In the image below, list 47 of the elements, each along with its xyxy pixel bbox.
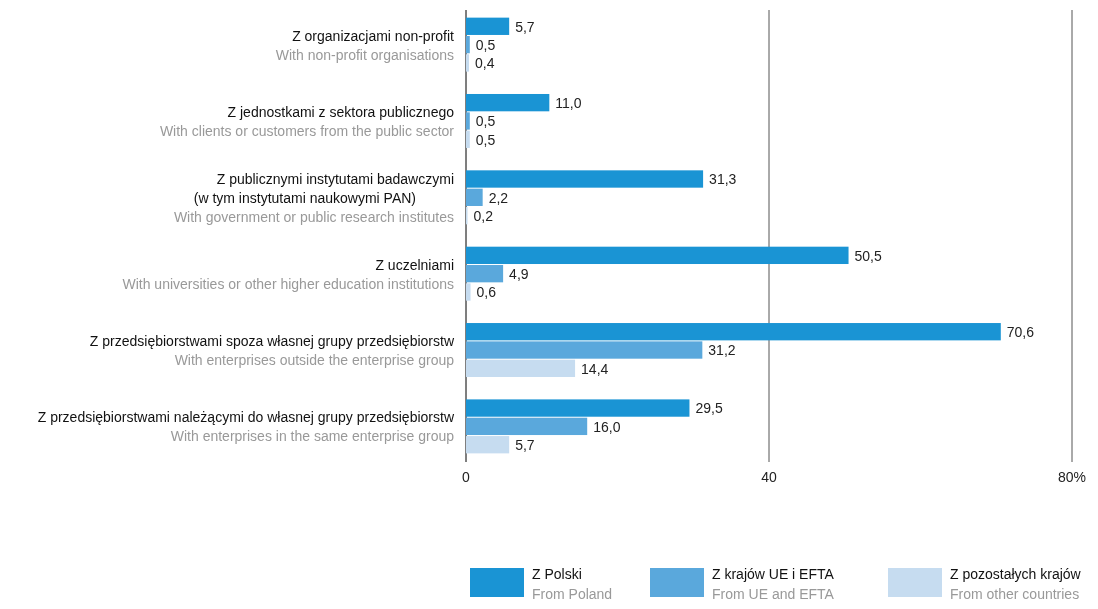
data-label: 0,5	[475, 113, 496, 130]
data-label: 0,4	[475, 55, 495, 72]
data-label: 0,5	[475, 131, 496, 148]
bar	[466, 170, 704, 188]
data-label: 14,4	[581, 360, 609, 377]
data-label: 2,2	[488, 189, 509, 206]
data-label: 70,6	[1006, 324, 1035, 341]
data-label: 50,5	[854, 247, 882, 264]
bar	[466, 436, 510, 454]
legend-label: Z pozostałych krajów From other countries	[950, 565, 1082, 602]
bar	[466, 112, 470, 130]
legend-label: Z Polski From Poland	[532, 565, 613, 602]
data-label: 5,7	[515, 18, 535, 35]
bar	[466, 323, 1001, 341]
bar	[466, 283, 471, 301]
legend-label: Z krajów UE i EFTA From UE and EFTA	[712, 565, 835, 602]
bar	[466, 130, 470, 148]
x-tick-label: 0	[462, 469, 471, 485]
x-tick-label: 40	[761, 469, 777, 485]
y-tick-label: Z uczelniami With universities or other higher education institutions	[122, 256, 454, 292]
data-label: 16,0	[593, 418, 621, 435]
data-label: 5,7	[515, 437, 535, 454]
bar	[466, 246, 849, 265]
bar	[466, 359, 576, 378]
bar	[466, 341, 703, 359]
bar	[466, 188, 483, 206]
bar	[466, 93, 550, 112]
bar	[466, 17, 510, 35]
bar	[466, 399, 690, 417]
x-tick-label: 80%	[1057, 469, 1087, 485]
bar	[466, 265, 504, 283]
data-label: 11,0	[555, 95, 582, 112]
bar	[466, 54, 470, 72]
data-label: 31,3	[709, 171, 737, 188]
y-tick-label: Z publicznymi instytutami badawczymi (w tym instytutami naukowymi PAN) With government or public research institutes	[173, 170, 454, 225]
bar	[466, 35, 470, 54]
y-tick-label: Z organizacjami non-profit With non-profit organisations	[275, 27, 455, 63]
y-tick-label: Z przedsiębiorstwami należącymi do własnej grupy przedsiębiorstw With enterprises in the same enterprise group	[37, 409, 455, 445]
data-label: 0,6	[476, 284, 497, 301]
data-label: 0,2	[473, 208, 494, 225]
data-label: 0,5	[475, 37, 496, 54]
bar	[466, 417, 588, 436]
y-tick-label: Z jednostkami z sektora publicznego With clients or customers from the public sector	[159, 103, 455, 139]
data-label: 31,2	[708, 342, 736, 359]
data-label: 29,5	[695, 400, 723, 417]
data-label: 4,9	[509, 266, 529, 283]
y-tick-label: Z przedsiębiorstwami spoza własnej grupy przedsiębiorstw With enterprises outside the enterprise group	[89, 332, 455, 368]
